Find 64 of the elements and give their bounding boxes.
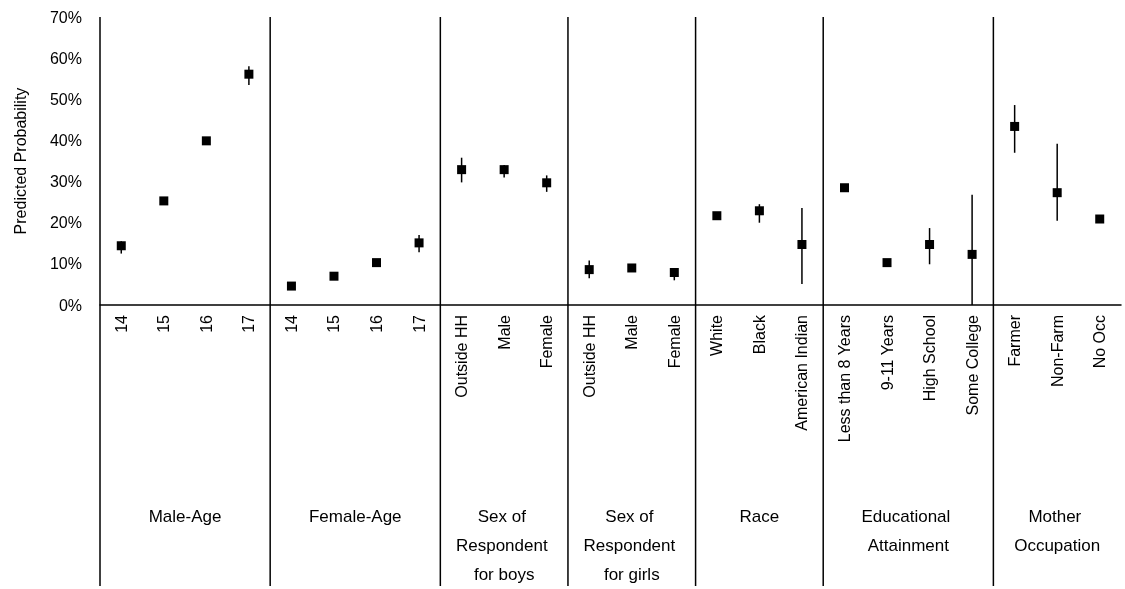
text: Sex of Respondent for girls	[583, 507, 680, 584]
point	[712, 211, 722, 221]
x-tick-label: Female	[538, 314, 556, 369]
x-tick-label: Outside HH	[580, 315, 598, 398]
text: Male-Age	[148, 507, 222, 526]
y-tick-label: 50%	[49, 90, 82, 108]
x-tick-label: 16	[368, 314, 386, 333]
text: Race	[739, 507, 780, 526]
x-tick-label: White	[708, 314, 726, 356]
x-tick-label: 15	[325, 314, 343, 333]
x-tick-label: 15	[155, 314, 173, 333]
point	[1052, 188, 1062, 198]
x-tick-label: High School	[921, 315, 939, 402]
point	[414, 238, 424, 248]
point	[499, 165, 509, 175]
point	[839, 183, 849, 193]
x-tick-label: Outside HH	[453, 315, 471, 398]
point	[372, 258, 382, 268]
x-tick-label: Non-Farm	[1048, 315, 1066, 388]
y-tick-label: 30%	[49, 173, 82, 191]
x-tick-label: 17	[410, 314, 428, 333]
point	[159, 196, 169, 206]
y-tick-label: 20%	[49, 214, 82, 232]
y-tick-label: 10%	[49, 255, 82, 273]
point	[329, 271, 339, 281]
x-tick-label: Some College	[963, 314, 981, 416]
x-tick-label: 9-11 Years	[878, 315, 896, 391]
point	[754, 206, 764, 216]
x-tick-label: 17	[240, 314, 258, 333]
x-tick-label: 16	[197, 314, 215, 333]
x-tick-label: Female	[665, 314, 683, 369]
text: Female-Age	[308, 507, 402, 526]
x-tick-label: 14	[112, 314, 130, 333]
point	[286, 281, 296, 291]
point	[627, 263, 637, 273]
x-tick-label: Less than 8 Years	[835, 315, 853, 443]
point	[1010, 121, 1020, 131]
x-tick-label: American Indian	[793, 315, 811, 431]
point	[457, 165, 467, 175]
text: Educational Attainment	[861, 507, 956, 555]
point	[584, 265, 594, 275]
x-tick-label: Male	[623, 314, 641, 350]
text: Sex of Respondent for boys	[455, 507, 553, 584]
y-tick-label: 40%	[49, 131, 82, 149]
point	[925, 240, 935, 250]
point	[201, 136, 211, 146]
text: Mother Occupation	[1014, 507, 1101, 555]
point	[882, 258, 892, 268]
y-axis-title: Predicted Probability	[11, 87, 29, 235]
x-tick-label: Male	[495, 314, 513, 350]
x-tick-label: No Occ	[1091, 315, 1109, 369]
y-tick-label: 0%	[58, 296, 82, 314]
point	[116, 241, 126, 251]
point	[542, 178, 552, 188]
point	[669, 268, 679, 277]
point	[1095, 214, 1105, 224]
x-tick-label: Black	[750, 314, 768, 355]
point	[797, 240, 807, 250]
x-tick-label: 14	[282, 314, 300, 333]
y-tick-label: 70%	[49, 8, 82, 26]
point	[244, 69, 254, 79]
y-tick-label: 60%	[49, 49, 82, 67]
x-tick-label: Farmer	[1006, 314, 1024, 367]
point	[967, 249, 977, 259]
